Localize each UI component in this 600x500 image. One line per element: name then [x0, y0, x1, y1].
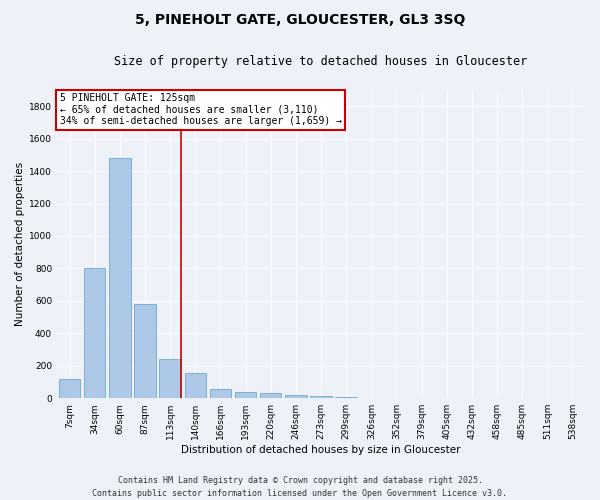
- Bar: [185, 373, 206, 398]
- Text: Contains HM Land Registry data © Crown copyright and database right 2025.
Contai: Contains HM Land Registry data © Crown c…: [92, 476, 508, 498]
- Bar: [310, 396, 332, 398]
- Bar: [160, 360, 181, 398]
- Bar: [235, 392, 256, 398]
- Bar: [260, 394, 281, 398]
- Text: 5 PINEHOLT GATE: 125sqm
← 65% of detached houses are smaller (3,110)
34% of semi: 5 PINEHOLT GATE: 125sqm ← 65% of detache…: [59, 93, 341, 126]
- Bar: [59, 378, 80, 398]
- X-axis label: Distribution of detached houses by size in Gloucester: Distribution of detached houses by size …: [181, 445, 461, 455]
- Bar: [84, 268, 106, 398]
- Bar: [210, 390, 231, 398]
- Text: 5, PINEHOLT GATE, GLOUCESTER, GL3 3SQ: 5, PINEHOLT GATE, GLOUCESTER, GL3 3SQ: [135, 12, 465, 26]
- Bar: [134, 304, 156, 398]
- Title: Size of property relative to detached houses in Gloucester: Size of property relative to detached ho…: [115, 55, 527, 68]
- Bar: [285, 395, 307, 398]
- Bar: [109, 158, 131, 398]
- Y-axis label: Number of detached properties: Number of detached properties: [15, 162, 25, 326]
